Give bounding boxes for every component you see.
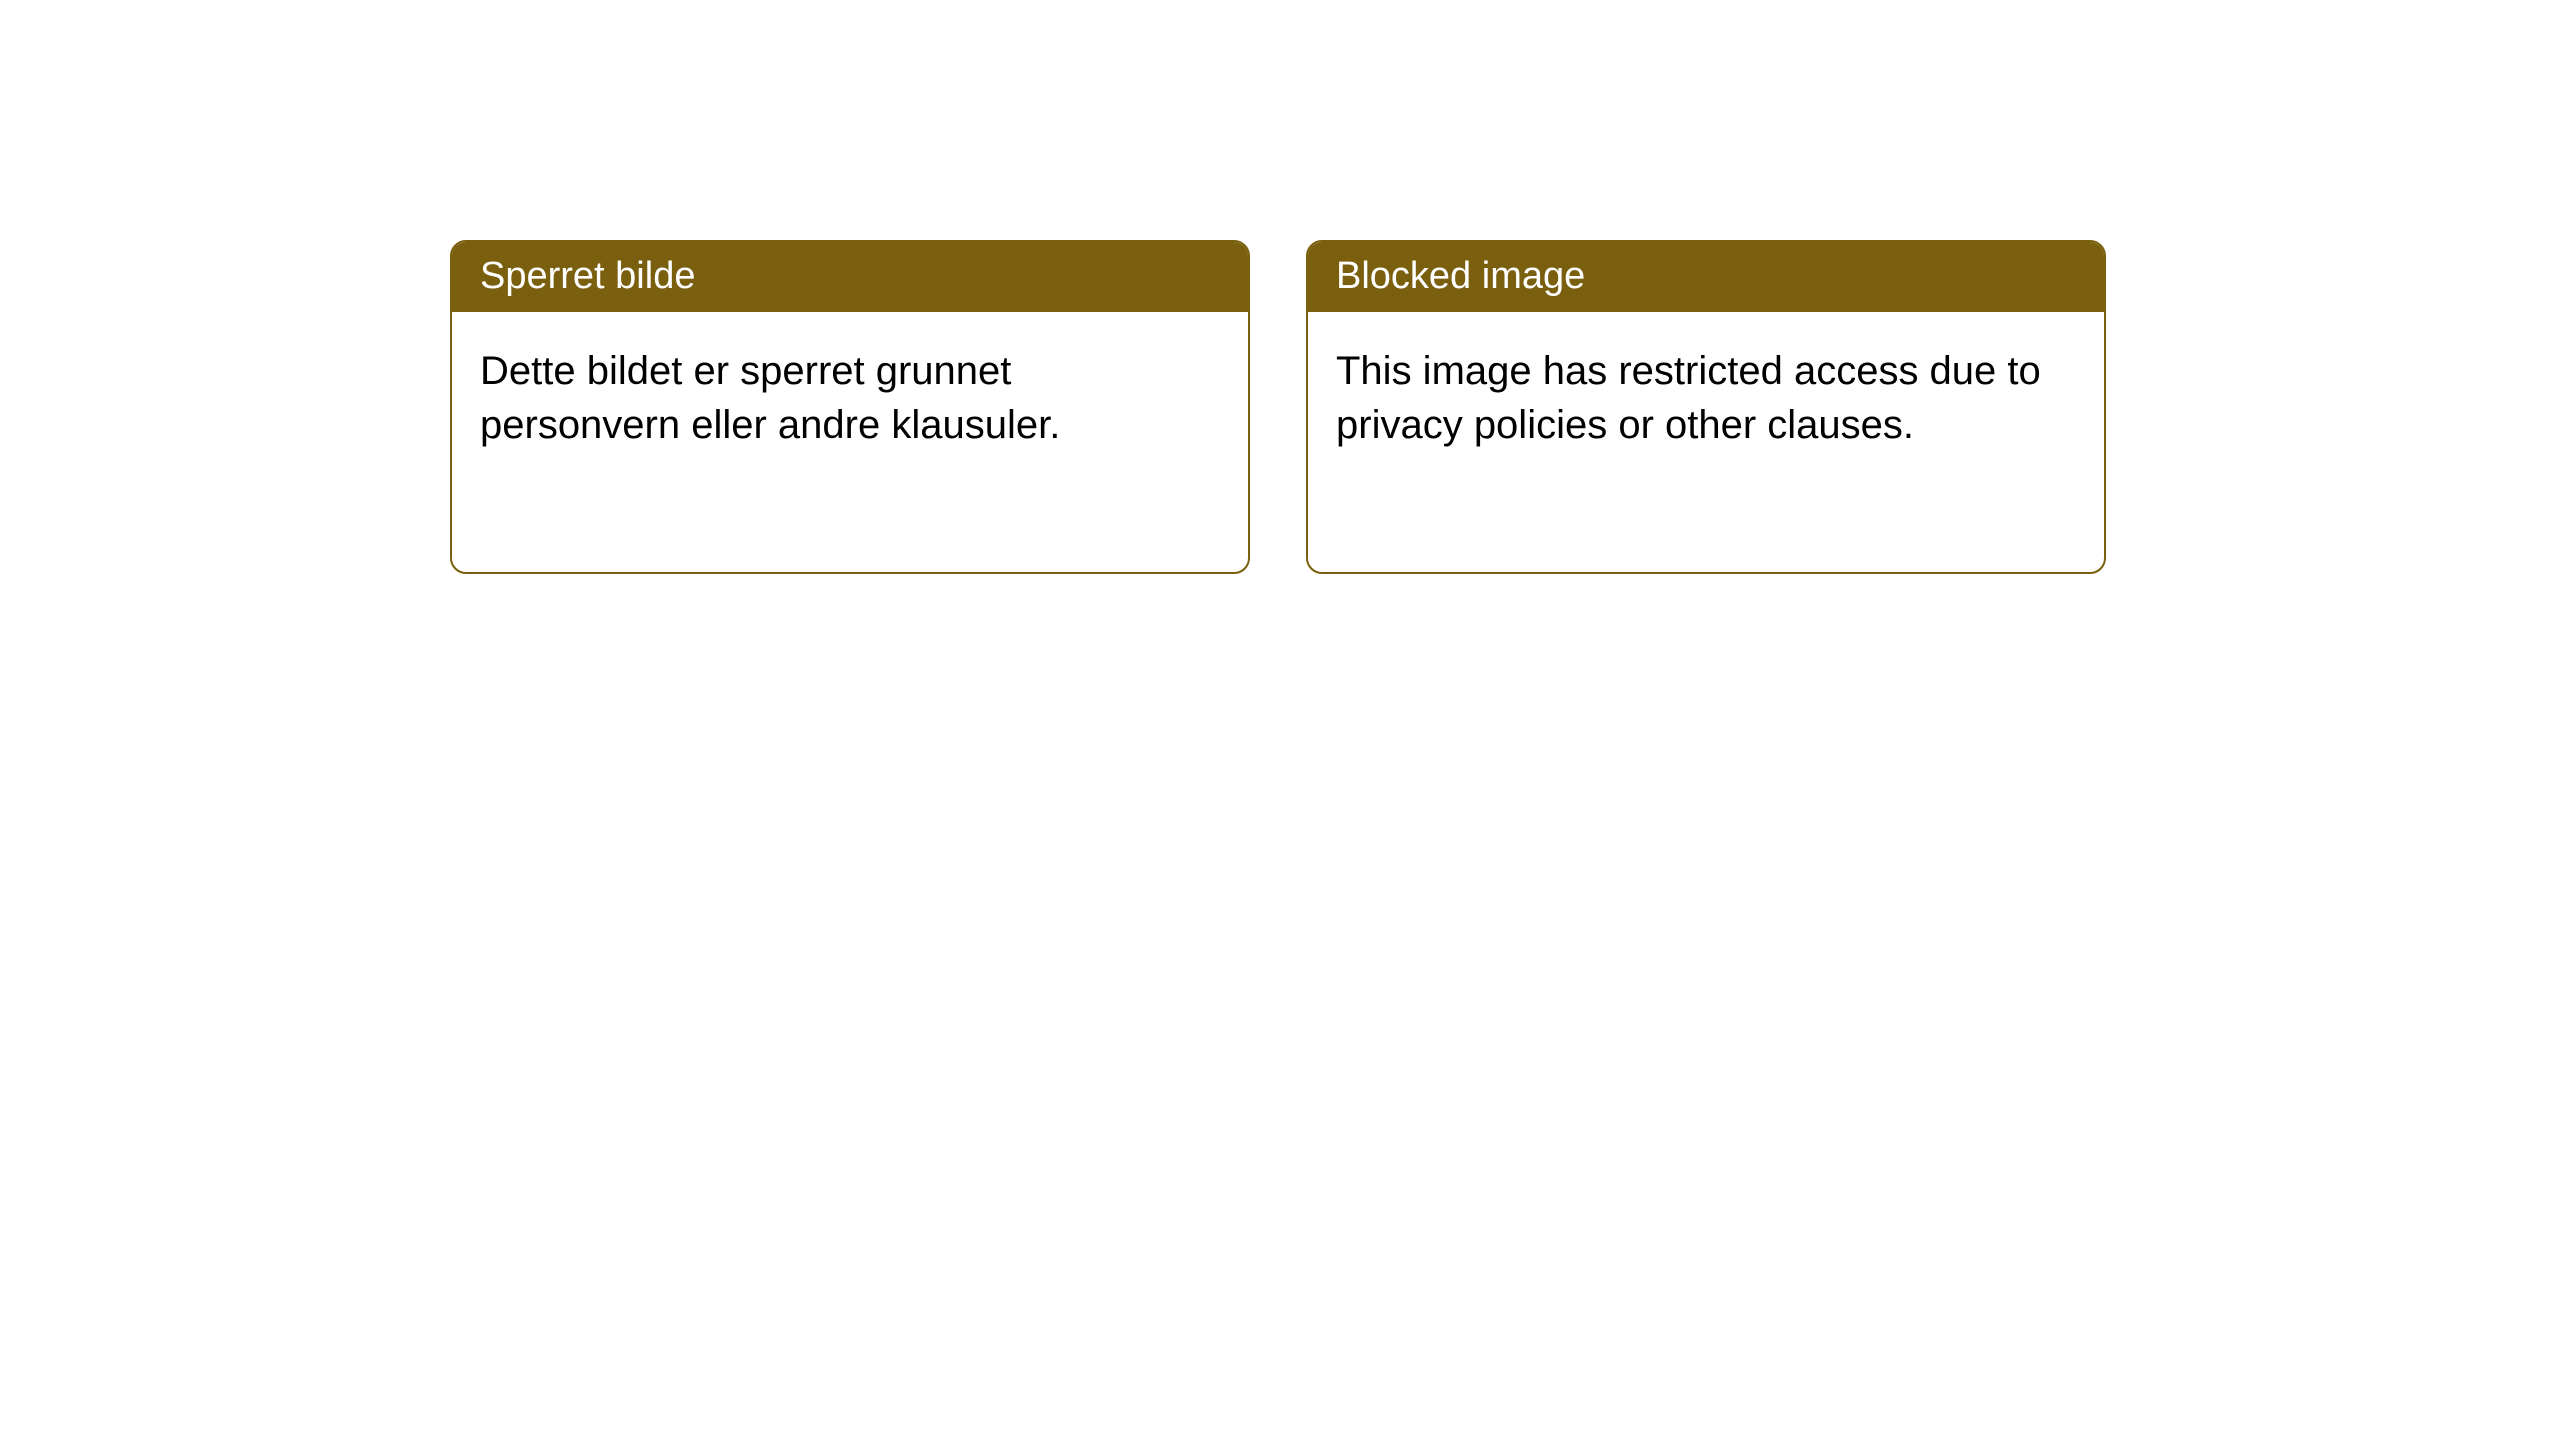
notice-header: Blocked image [1308, 242, 2104, 312]
notice-container: Sperret bilde Dette bildet er sperret gr… [0, 0, 2560, 574]
notice-body: Dette bildet er sperret grunnet personve… [452, 312, 1248, 484]
notice-header: Sperret bilde [452, 242, 1248, 312]
notice-card-norwegian: Sperret bilde Dette bildet er sperret gr… [450, 240, 1250, 574]
notice-card-english: Blocked image This image has restricted … [1306, 240, 2106, 574]
notice-body: This image has restricted access due to … [1308, 312, 2104, 484]
